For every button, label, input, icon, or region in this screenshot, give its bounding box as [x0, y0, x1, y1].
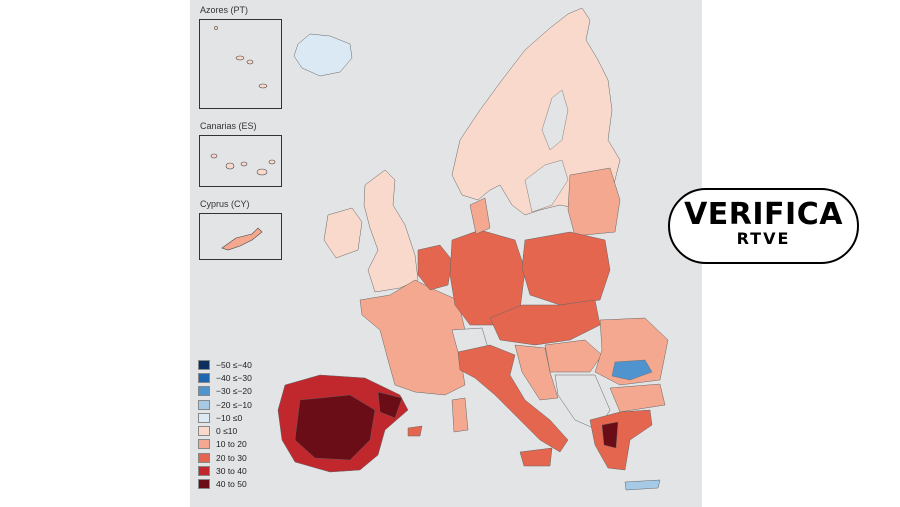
sardinia-region	[451, 397, 469, 433]
legend-swatch	[198, 426, 210, 437]
europe-map-panel: Azores (PT) Canarias (ES) Cyprus (CY) −5…	[190, 0, 702, 507]
logo-sub-text: RTVE	[736, 229, 791, 248]
legend-swatch	[198, 412, 210, 423]
legend-row: −10 ≤0	[198, 411, 252, 424]
baltic-region	[567, 167, 621, 237]
legend-label: −10 ≤0	[216, 412, 243, 423]
legend-swatch	[198, 439, 210, 450]
legend-swatch	[198, 386, 210, 397]
inset-box-cyprus	[199, 213, 282, 260]
verifica-rtve-logo: VERIFICA RTVE	[668, 188, 859, 264]
legend-row: −40 ≤−30	[198, 371, 252, 384]
crete-region	[624, 479, 661, 491]
poland-region	[521, 231, 611, 306]
legend-row: −20 ≤−10	[198, 398, 252, 411]
inset-label-azores: Azores (PT)	[200, 5, 249, 15]
legend-label: 10 to 20	[216, 439, 247, 450]
legend-swatch	[198, 479, 210, 490]
benelux-region	[417, 244, 453, 291]
legend-label: −40 ≤−30	[216, 372, 252, 383]
legend-swatch	[198, 452, 210, 463]
legend-swatch	[198, 466, 210, 477]
logo-main-text: VERIFICA	[684, 197, 843, 232]
legend-row: −50 ≤−40	[198, 358, 252, 371]
catalonia-hot-area	[377, 391, 403, 419]
legend-swatch	[198, 372, 210, 383]
iceland-region	[293, 33, 353, 77]
legend-label: 40 to 50	[216, 479, 247, 490]
croatia-region	[514, 344, 559, 401]
denmark-region	[469, 197, 491, 235]
france-region	[359, 279, 466, 396]
legend-row: −30 ≤−20	[198, 385, 252, 398]
ireland-region	[323, 207, 363, 259]
greece-hot-area	[601, 421, 619, 449]
map-legend: −50 ≤−40 −40 ≤−30 −30 ≤−20 −20 ≤−10 −10 …	[198, 358, 252, 491]
legend-label: 20 to 30	[216, 452, 247, 463]
legend-row: 0 ≤10	[198, 424, 252, 437]
iberia-interior-hot-area	[294, 394, 376, 461]
bulgaria-region	[609, 383, 666, 413]
hungary-region	[544, 339, 603, 373]
great-britain-region	[363, 169, 419, 293]
inset-label-cyprus: Cyprus (CY)	[200, 199, 250, 209]
legend-label: −30 ≤−20	[216, 386, 252, 397]
greece-region	[589, 409, 653, 471]
balearics-region	[407, 425, 423, 437]
legend-swatch	[198, 399, 210, 410]
legend-swatch	[198, 359, 210, 370]
italy-region	[457, 344, 569, 453]
legend-row: 20 to 30	[198, 451, 252, 464]
legend-row: 40 to 50	[198, 478, 252, 491]
legend-label: 0 ≤10	[216, 426, 238, 437]
legend-label: −20 ≤−10	[216, 399, 252, 410]
legend-label: −50 ≤−40	[216, 359, 252, 370]
legend-label: 30 to 40	[216, 466, 247, 477]
legend-row: 10 to 20	[198, 438, 252, 451]
romania-cooling-area	[611, 359, 653, 381]
legend-row: 30 to 40	[198, 464, 252, 477]
europe-map	[250, 7, 669, 507]
inset-box-azores	[199, 19, 282, 109]
central-europe-region	[489, 299, 601, 346]
inset-box-canarias	[199, 135, 282, 187]
sicily-region	[519, 447, 553, 467]
inset-label-canarias: Canarias (ES)	[200, 121, 257, 131]
scandinavia-region	[451, 7, 621, 216]
